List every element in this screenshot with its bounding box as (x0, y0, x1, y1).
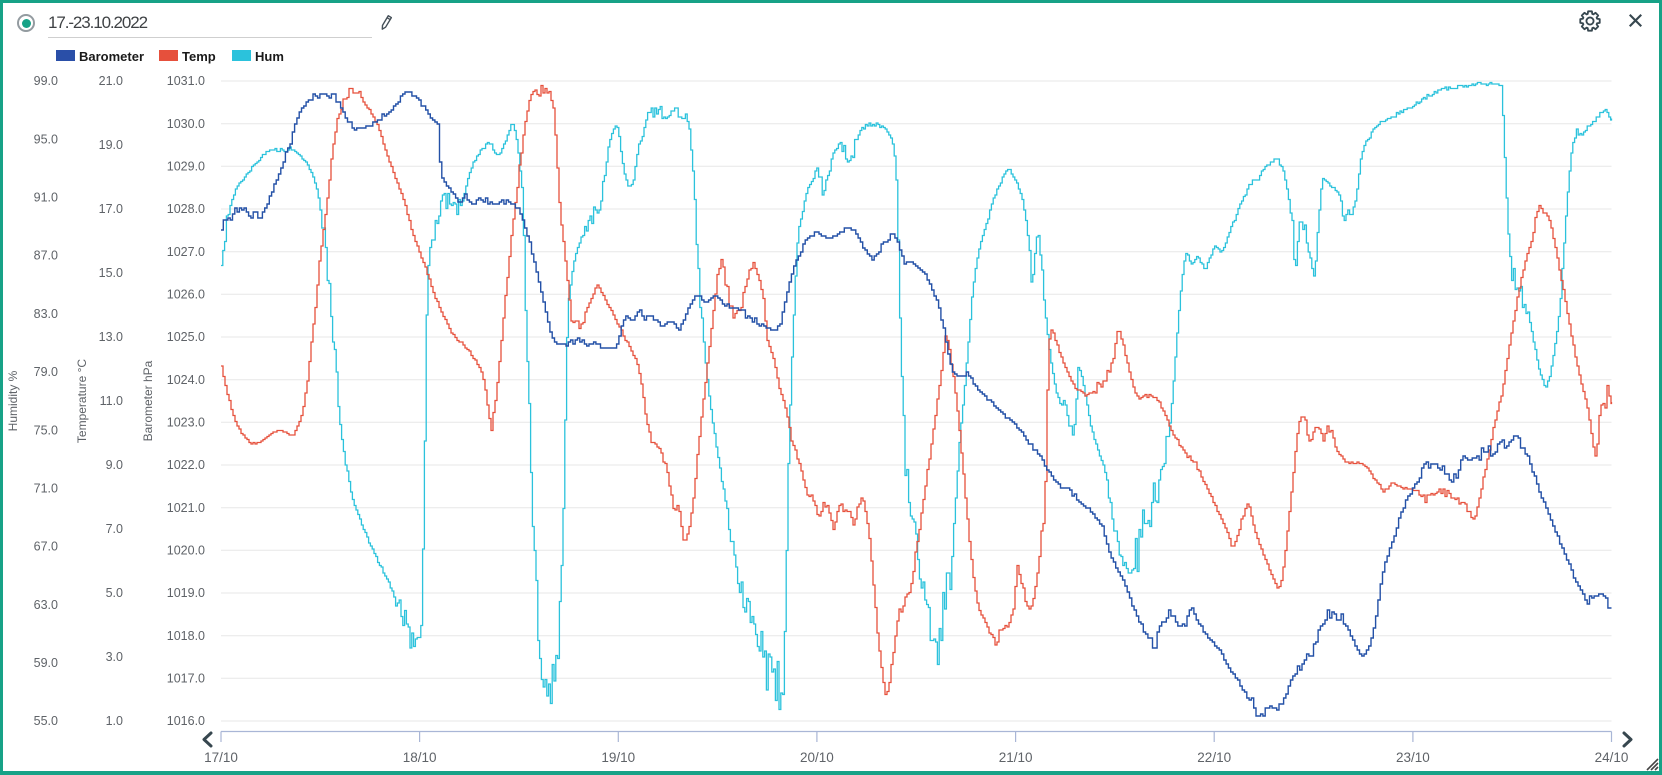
svg-text:19/10: 19/10 (601, 750, 635, 765)
svg-text:1018.0: 1018.0 (167, 629, 205, 643)
svg-text:71.0: 71.0 (34, 482, 58, 496)
svg-text:17.0: 17.0 (99, 202, 123, 216)
svg-text:21/10: 21/10 (999, 750, 1033, 765)
svg-text:7.0: 7.0 (106, 522, 123, 536)
svg-text:Barometer hPa: Barometer hPa (141, 360, 155, 441)
svg-text:5.0: 5.0 (106, 586, 123, 600)
svg-text:99.0: 99.0 (34, 74, 58, 88)
svg-text:3.0: 3.0 (106, 650, 123, 664)
svg-text:91.0: 91.0 (34, 191, 58, 205)
svg-text:13.0: 13.0 (99, 330, 123, 344)
svg-text:9.0: 9.0 (106, 458, 123, 472)
svg-text:83.0: 83.0 (34, 307, 58, 321)
svg-text:1025.0: 1025.0 (167, 330, 205, 344)
svg-text:1028.0: 1028.0 (167, 202, 205, 216)
svg-text:1027.0: 1027.0 (167, 245, 205, 259)
svg-text:Humidity %: Humidity % (6, 370, 20, 431)
svg-text:1017.0: 1017.0 (167, 672, 205, 686)
svg-text:67.0: 67.0 (34, 540, 58, 554)
svg-text:87.0: 87.0 (34, 249, 58, 263)
svg-text:Temperature °C: Temperature °C (75, 359, 89, 443)
svg-text:17/10: 17/10 (204, 750, 238, 765)
svg-text:1022.0: 1022.0 (167, 458, 205, 472)
svg-text:1020.0: 1020.0 (167, 544, 205, 558)
svg-text:59.0: 59.0 (34, 656, 58, 670)
svg-text:63.0: 63.0 (34, 598, 58, 612)
svg-text:95.0: 95.0 (34, 132, 58, 146)
svg-text:55.0: 55.0 (34, 714, 58, 728)
svg-text:18/10: 18/10 (403, 750, 437, 765)
svg-text:1021.0: 1021.0 (167, 501, 205, 515)
svg-text:1023.0: 1023.0 (167, 416, 205, 430)
svg-text:15.0: 15.0 (99, 266, 123, 280)
svg-text:20/10: 20/10 (800, 750, 834, 765)
svg-text:1016.0: 1016.0 (167, 714, 205, 728)
svg-text:23/10: 23/10 (1396, 750, 1430, 765)
svg-text:21.0: 21.0 (99, 74, 123, 88)
svg-text:79.0: 79.0 (34, 365, 58, 379)
svg-text:22/10: 22/10 (1197, 750, 1231, 765)
svg-text:1029.0: 1029.0 (167, 160, 205, 174)
svg-text:11.0: 11.0 (100, 394, 123, 408)
svg-text:24/10: 24/10 (1595, 750, 1629, 765)
svg-text:1031.0: 1031.0 (167, 74, 205, 88)
svg-text:1019.0: 1019.0 (167, 586, 205, 600)
svg-text:1024.0: 1024.0 (167, 373, 205, 387)
svg-text:19.0: 19.0 (99, 138, 123, 152)
svg-text:1.0: 1.0 (106, 714, 123, 728)
svg-text:1030.0: 1030.0 (167, 117, 205, 131)
svg-text:1026.0: 1026.0 (167, 288, 205, 302)
svg-text:75.0: 75.0 (34, 423, 58, 437)
